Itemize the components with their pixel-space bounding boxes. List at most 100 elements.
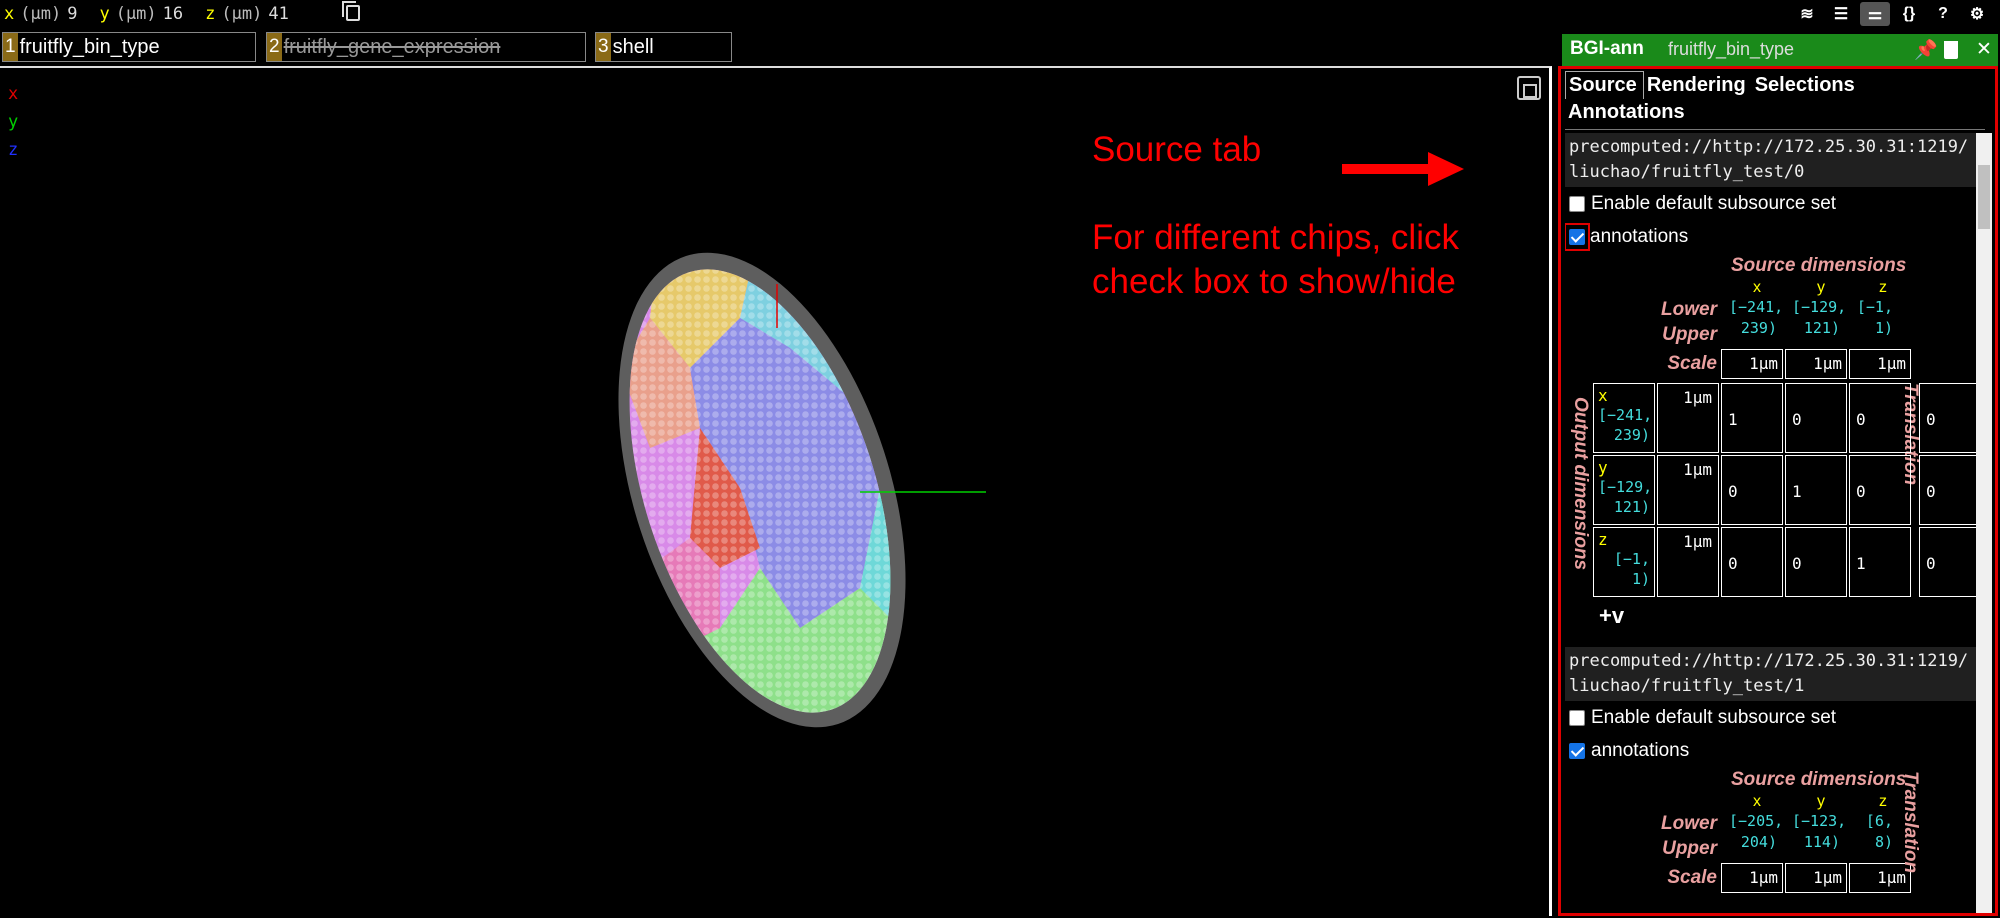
tab-selections[interactable]: Selections	[1754, 74, 1855, 96]
source-scale-y[interactable]: 1μm	[1785, 863, 1847, 893]
enable-default-subsource-label: Enable default subsource set	[1591, 706, 1837, 728]
source-dimensions-title: Source dimensions	[1731, 769, 1907, 790]
output-dimensions-label: Output dimensions	[1570, 397, 1591, 571]
upper-label: Upper	[1662, 838, 1717, 859]
enable-default-subsource-row: Enable default subsource set	[1565, 701, 1977, 734]
subsource-annotations-row: annotations	[1565, 734, 1977, 767]
output-scale-z[interactable]: 1μm	[1657, 527, 1719, 597]
scale-label: Scale	[1667, 867, 1717, 888]
copy-icon[interactable]	[342, 1, 360, 21]
source-list[interactable]: precomputed://http://172.25.30.31:1219/l…	[1565, 133, 1977, 913]
panel-layer-name[interactable]: BGI-ann	[1570, 38, 1644, 59]
layers-icon[interactable]: ≋	[1800, 6, 1814, 23]
bound-lower: [−129,	[1792, 298, 1847, 316]
panel-content-highlight: Source Rendering Selections Annotations pr…	[1558, 66, 1998, 916]
coord-y-label: y	[99, 4, 110, 24]
add-dimension-button[interactable]: +v	[1599, 603, 1625, 628]
matrix-cell[interactable]: 1	[1785, 455, 1847, 525]
output-scale-x[interactable]: 1μm	[1657, 383, 1719, 453]
bound-upper: 8)	[1874, 833, 1893, 851]
source-scale-x[interactable]: 1μm	[1721, 349, 1783, 379]
layer-tab-label[interactable]: fruitfly_gene_expression	[283, 35, 501, 58]
source-scale-z[interactable]: 1μm	[1849, 349, 1911, 379]
matrix-cell[interactable]: 1	[1849, 527, 1911, 597]
source-url-field[interactable]: precomputed://http://172.25.30.31:1219/l…	[1565, 133, 1977, 187]
enable-default-subsource-checkbox[interactable]	[1569, 195, 1585, 212]
output-dim-z[interactable]: z [−1, 1)	[1593, 527, 1655, 597]
data-source-block: precomputed://http://172.25.30.31:1219/l…	[1565, 133, 1977, 629]
axis-legend: x y z	[8, 80, 18, 164]
gear-icon[interactable]: ⚙	[1969, 6, 1985, 23]
matrix-cell[interactable]: 0	[1849, 383, 1911, 453]
matrix-cell[interactable]: 0	[1785, 383, 1847, 453]
coord-y-value[interactable]: 16	[162, 4, 184, 24]
layer-tab-label[interactable]: fruitfly_bin_type	[19, 35, 160, 58]
pin-icon[interactable]: 📌	[1914, 40, 1938, 61]
tab-source[interactable]: Source	[1565, 71, 1644, 99]
subsource-annotations-checkbox[interactable]	[1569, 742, 1585, 759]
source-dim-z: z	[1879, 279, 1887, 296]
output-dim-lower: [−241,	[1598, 406, 1653, 424]
matrix-cell[interactable]: 0	[1785, 527, 1847, 597]
fruitfly-embryo-rendering	[600, 236, 986, 746]
position-readout[interactable]: x (μm) 9 y (μm) 16 z (μm) 41	[4, 4, 311, 24]
coord-z-value[interactable]: 41	[268, 4, 289, 24]
delete-icon[interactable]	[1944, 41, 1958, 59]
coord-z-label: z	[205, 4, 216, 24]
source-scale-x[interactable]: 1μm	[1721, 863, 1783, 893]
matrix-cell[interactable]: 0	[1849, 455, 1911, 525]
output-dim-x[interactable]: x [−241, 239)	[1593, 383, 1655, 453]
settings-sliders-icon[interactable]: ⚌	[1860, 2, 1890, 26]
subsource-annotations-label: annotations	[1591, 739, 1690, 761]
scrollbar-thumb[interactable]	[1978, 165, 1990, 229]
output-scale-y[interactable]: 1μm	[1657, 455, 1719, 525]
layer-tab-shell[interactable]: 3 shell	[595, 32, 732, 62]
coord-x-label: x	[4, 4, 15, 24]
layer-side-panel: BGI-ann fruitfly_bin_type 📌 ✕ Source Rend…	[1558, 30, 2000, 918]
data-source-block: precomputed://http://172.25.30.31:1219/l…	[1565, 647, 1977, 907]
source-scale-z[interactable]: 1μm	[1849, 863, 1911, 893]
coordinate-transform: Source dimensions x y z Lower Upper [−20…	[1565, 767, 1977, 907]
toolbar-icons: ≋ ☰ ⚌ {} ? ⚙	[1792, 2, 1992, 26]
json-state-icon[interactable]: {}	[1902, 5, 1916, 22]
layer-tab-fruitfly-gene-expression[interactable]: 2 fruitfly_gene_expression	[266, 32, 586, 62]
axis-legend-y: y	[8, 112, 19, 132]
bound-lower: [−205,	[1729, 812, 1784, 830]
maximize-panel-icon[interactable]	[1517, 76, 1541, 100]
output-dim-upper: 121)	[1613, 498, 1650, 516]
subsource-annotations-checkbox[interactable]	[1569, 228, 1585, 245]
enable-default-subsource-checkbox[interactable]	[1569, 709, 1585, 726]
help-icon[interactable]: ?	[1938, 5, 1948, 22]
panel-header: BGI-ann fruitfly_bin_type 📌 ✕	[1562, 34, 1998, 66]
layer-tab-fruitfly-bin-type[interactable]: 1 fruitfly_bin_type	[2, 32, 256, 62]
source-dim-z-bounds: [−1, 1)	[1845, 297, 1893, 339]
source-scale-y[interactable]: 1μm	[1785, 349, 1847, 379]
layer-tab-label[interactable]: shell	[612, 35, 654, 58]
axis-legend-z: z	[8, 140, 19, 160]
3d-viewer-panel[interactable]: x y z Sour	[0, 66, 1552, 916]
panel-scrollbar[interactable]	[1976, 133, 1992, 913]
translation-cell[interactable]: 0	[1919, 455, 1977, 525]
source-url-field[interactable]: precomputed://http://172.25.30.31:1219/l…	[1565, 647, 1977, 701]
matrix-cell[interactable]: 0	[1721, 527, 1783, 597]
lower-label: Lower	[1661, 813, 1717, 834]
enable-default-subsource-row: Enable default subsource set	[1565, 187, 1977, 220]
matrix-cell[interactable]: 1	[1721, 383, 1783, 453]
annotation-line-1: For different chips, click	[1092, 218, 1459, 257]
matrix-cell[interactable]: 0	[1721, 455, 1783, 525]
output-dim-upper: 239)	[1613, 426, 1650, 444]
output-dim-y[interactable]: y [−129, 121)	[1593, 455, 1655, 525]
tab-annotations[interactable]: Annotations	[1568, 101, 1685, 123]
axis-legend-x: x	[8, 84, 19, 104]
translation-cell[interactable]: 0	[1919, 383, 1977, 453]
close-icon[interactable]: ✕	[1976, 39, 1992, 60]
layer-tab-number: 1	[3, 33, 18, 61]
bound-lower: [6,	[1865, 812, 1893, 830]
coord-x-unit: (μm)	[20, 4, 62, 24]
annotation-title: Source tab	[1092, 130, 1262, 169]
layer-list-icon[interactable]: ☰	[1833, 6, 1849, 23]
bound-lower: [−241,	[1729, 298, 1784, 316]
coord-x-value[interactable]: 9	[67, 4, 78, 24]
tab-rendering[interactable]: Rendering	[1646, 74, 1746, 96]
translation-cell[interactable]: 0	[1919, 527, 1977, 597]
